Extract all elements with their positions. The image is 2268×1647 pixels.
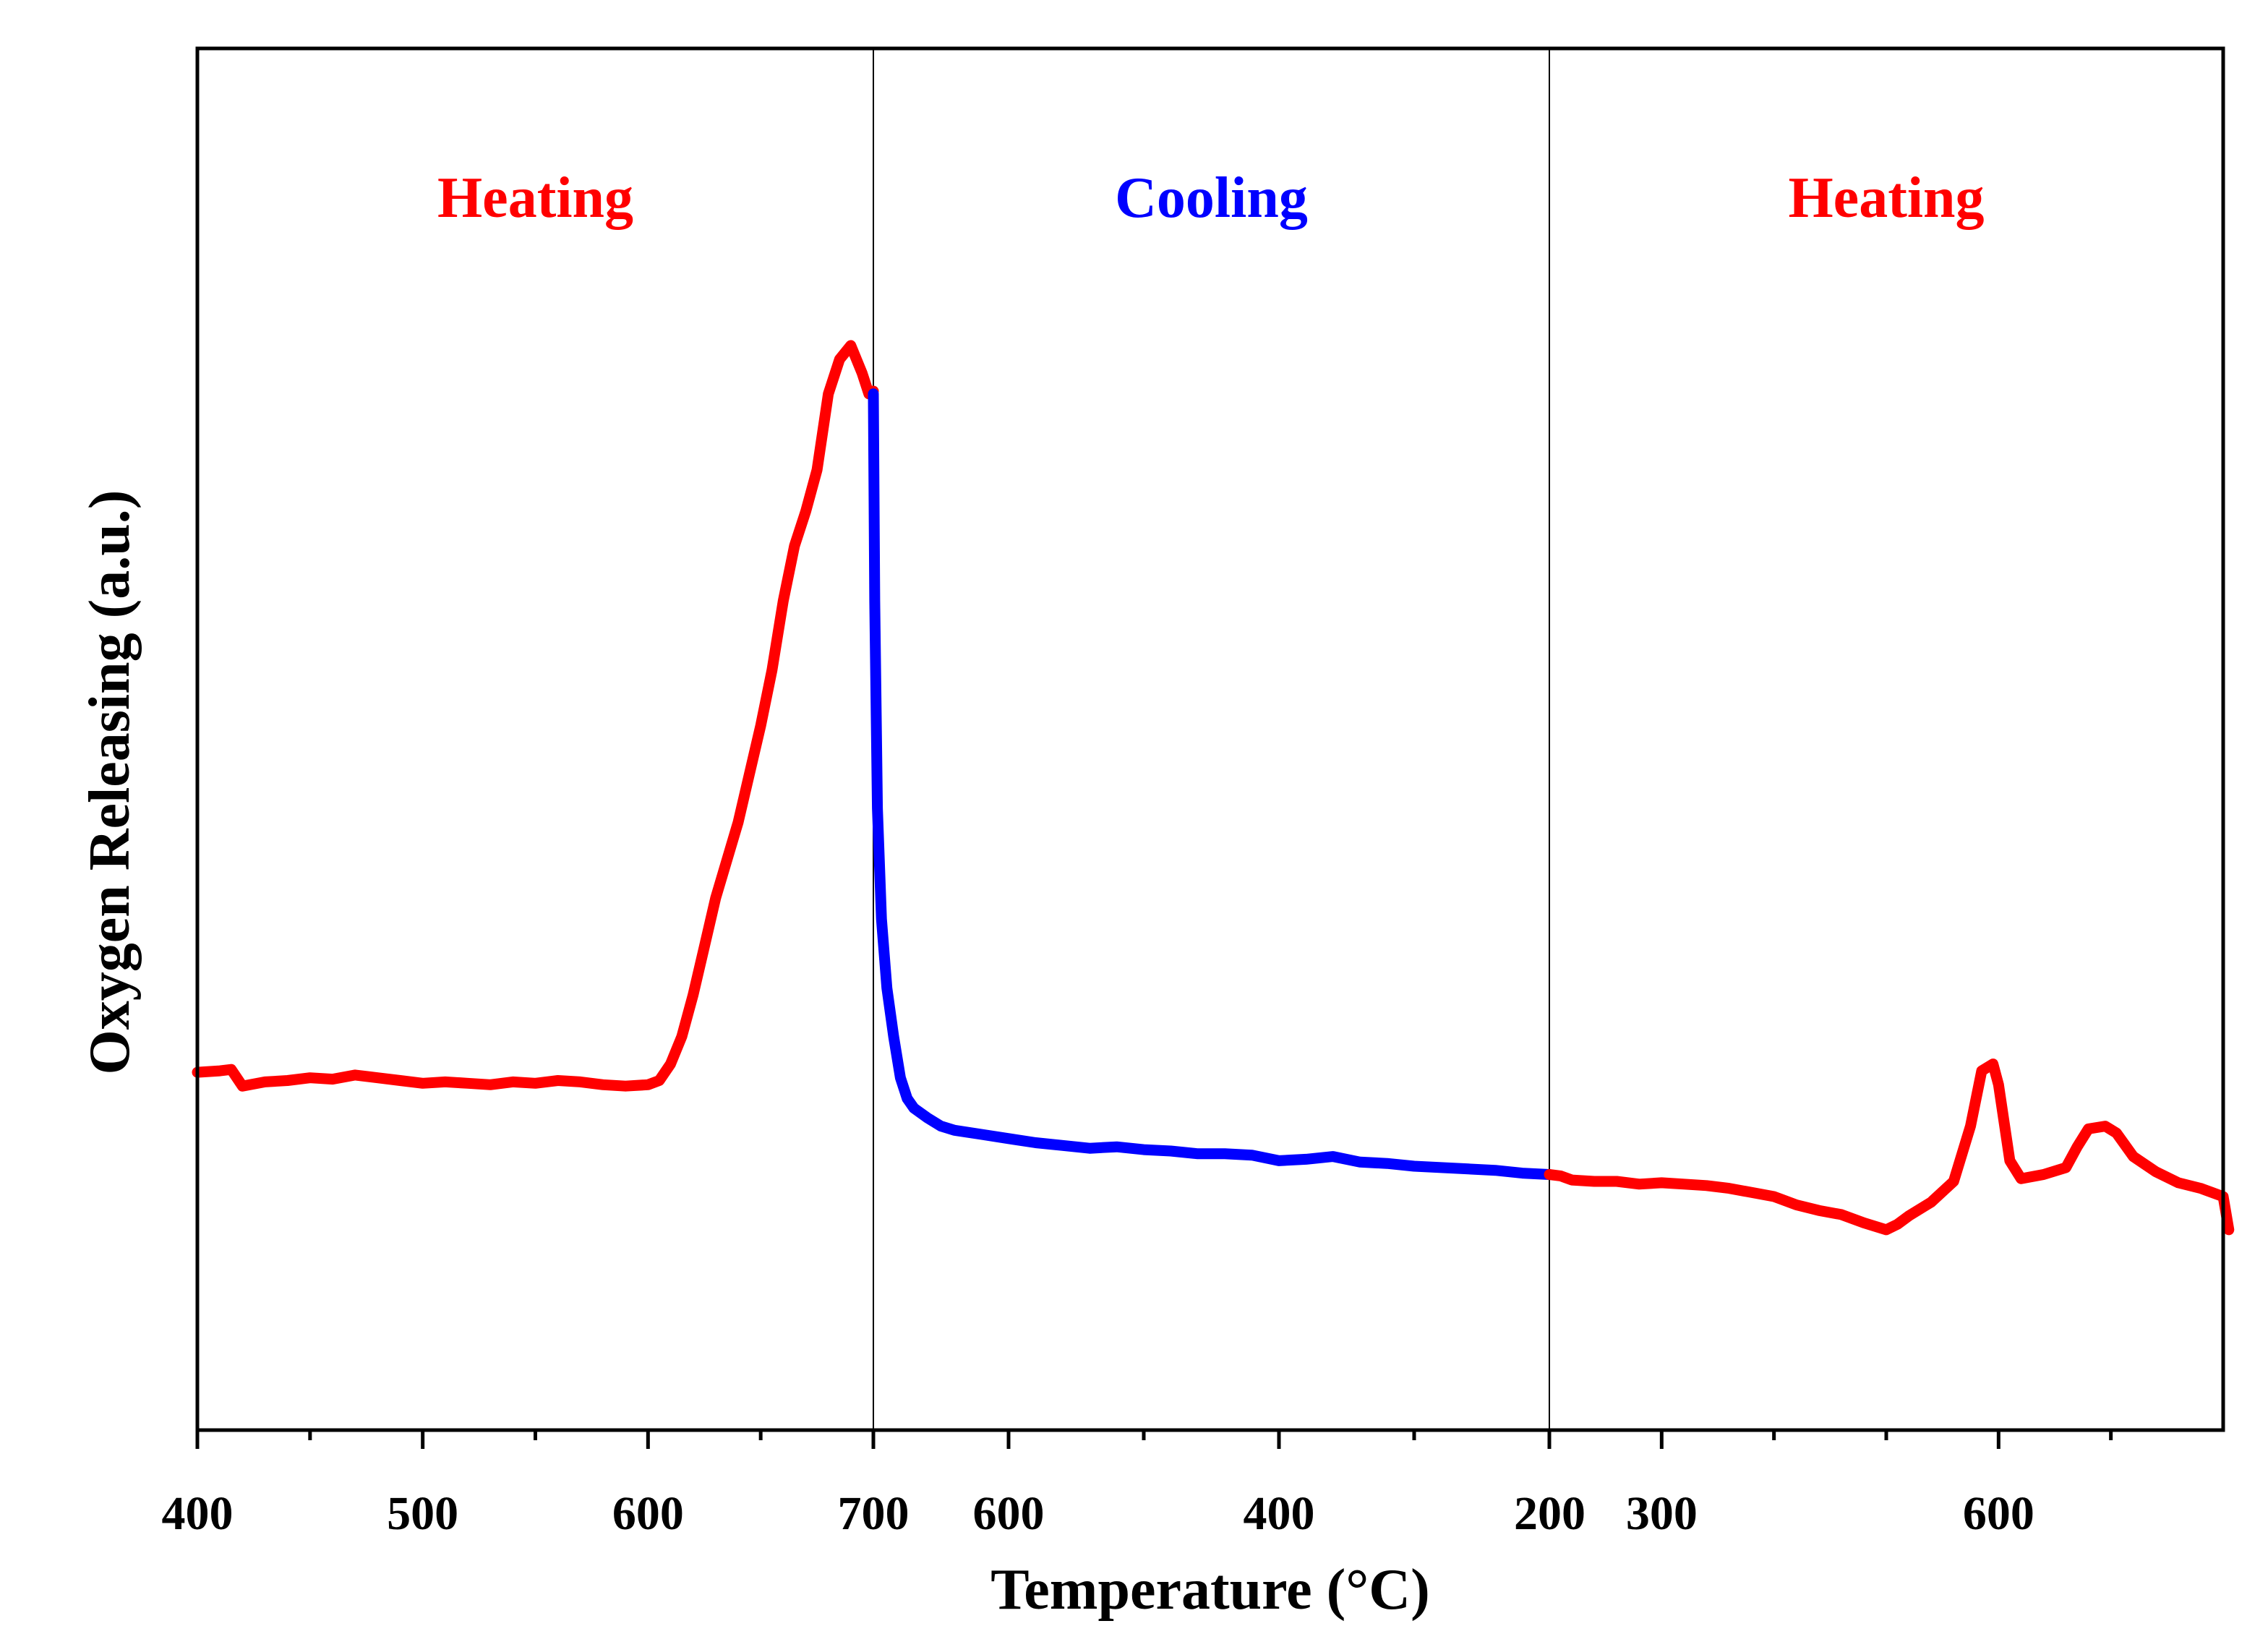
data-curves [192,340,2235,1236]
region-labels: Heating Cooling Heating [437,166,1985,230]
x-tick-label: 200 [1514,1487,1586,1540]
x-tick-label: 700 [838,1487,910,1540]
series-line-heating-1 [192,340,879,1092]
series-line-heating-3 [1544,1058,2235,1236]
x-tick-label: 400 [162,1487,234,1540]
x-tick-label: 600 [612,1487,684,1540]
plot-frame [195,46,2225,1432]
region-label-cooling: Cooling [1115,166,1308,230]
x-tick-label: 500 [387,1487,458,1540]
region-label-heating: Heating [1788,166,1984,230]
x-tick-label: 300 [1626,1487,1698,1540]
region-label-heating: Heating [437,166,633,230]
y-axis-title: Oxygen Releasing (a.u.) [78,490,142,1075]
x-tick-label: 600 [1963,1487,2034,1540]
x-axis-title: Temperature (°C) [990,1558,1429,1622]
series-line-cooling-2 [868,388,1555,1180]
x-tick-label: 400 [1244,1487,1315,1540]
x-axis-ticks [195,1430,2113,1449]
x-tick-label: 600 [973,1487,1045,1540]
x-axis-tick-labels: 400 500 600 700 600 400 200 300 600 [162,1487,2034,1540]
segment-dividers [873,48,1550,1430]
